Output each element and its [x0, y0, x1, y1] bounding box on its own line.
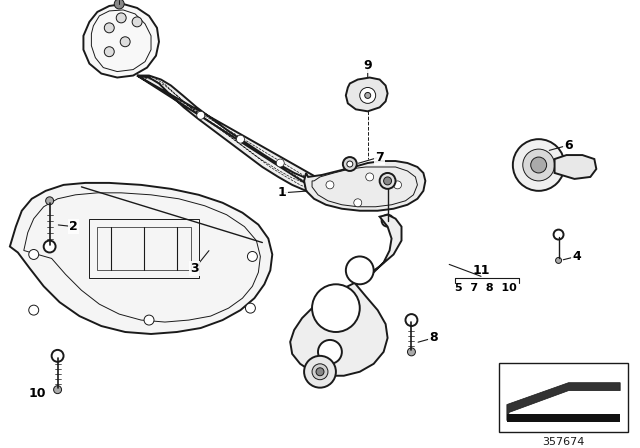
Polygon shape [137, 76, 330, 199]
Circle shape [318, 340, 342, 364]
Circle shape [144, 315, 154, 325]
Circle shape [381, 215, 394, 227]
Circle shape [29, 305, 38, 315]
Circle shape [104, 23, 115, 33]
Text: 1: 1 [278, 186, 287, 199]
Polygon shape [499, 363, 628, 432]
Polygon shape [304, 161, 426, 211]
Circle shape [531, 157, 547, 173]
Polygon shape [346, 78, 388, 111]
Circle shape [394, 181, 401, 189]
Circle shape [365, 173, 374, 181]
Circle shape [343, 157, 356, 171]
Circle shape [316, 368, 324, 376]
Polygon shape [290, 215, 401, 376]
Circle shape [246, 303, 255, 313]
Circle shape [45, 197, 54, 205]
Text: 357674: 357674 [542, 437, 585, 448]
Circle shape [380, 173, 396, 189]
Circle shape [346, 256, 374, 284]
Circle shape [408, 348, 415, 356]
Circle shape [523, 149, 555, 181]
Circle shape [513, 139, 564, 191]
Text: 11: 11 [472, 264, 490, 277]
Text: 6: 6 [564, 138, 573, 151]
Circle shape [54, 386, 61, 394]
Circle shape [276, 159, 284, 167]
Circle shape [304, 356, 336, 388]
Circle shape [354, 199, 362, 207]
Polygon shape [10, 183, 272, 334]
Circle shape [44, 241, 56, 253]
Circle shape [554, 230, 564, 240]
Circle shape [312, 364, 328, 380]
Circle shape [406, 314, 417, 326]
Circle shape [237, 135, 244, 143]
Circle shape [52, 350, 63, 362]
Circle shape [104, 47, 115, 56]
Polygon shape [507, 414, 620, 422]
Circle shape [556, 258, 561, 263]
Text: 3: 3 [191, 262, 199, 275]
Text: 5  7  8  10: 5 7 8 10 [455, 283, 517, 293]
Circle shape [248, 251, 257, 262]
Circle shape [312, 284, 360, 332]
Polygon shape [555, 155, 596, 179]
Polygon shape [83, 4, 159, 78]
Circle shape [383, 177, 392, 185]
Circle shape [120, 37, 130, 47]
Text: 9: 9 [364, 59, 372, 72]
Circle shape [115, 0, 124, 9]
Circle shape [347, 161, 353, 167]
Text: 8: 8 [429, 332, 438, 345]
Polygon shape [507, 383, 620, 421]
Circle shape [29, 250, 38, 259]
Circle shape [132, 17, 142, 27]
Text: 2: 2 [69, 220, 78, 233]
Circle shape [326, 181, 334, 189]
Text: 7: 7 [375, 151, 384, 164]
Circle shape [365, 92, 371, 99]
Circle shape [116, 13, 126, 23]
Text: 10: 10 [29, 387, 47, 400]
Circle shape [196, 111, 205, 119]
Text: 4: 4 [572, 250, 581, 263]
Circle shape [360, 87, 376, 103]
